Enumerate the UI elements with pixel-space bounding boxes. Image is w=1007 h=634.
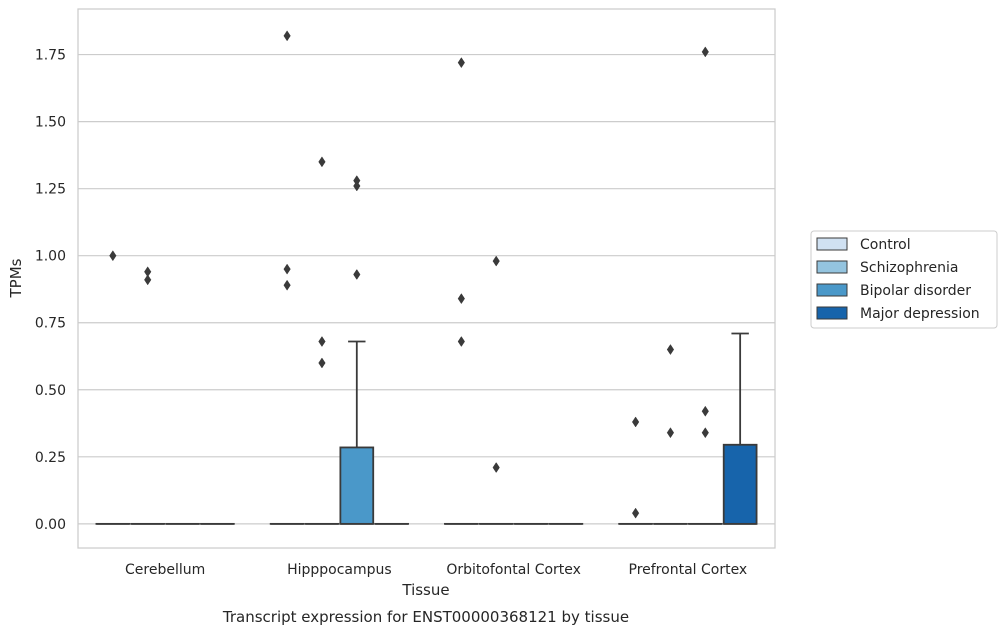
box-body (339, 446, 375, 525)
outlier-point (318, 156, 326, 168)
chart-caption: Transcript expression for ENST0000036812… (222, 608, 629, 626)
outlier-point (492, 462, 500, 474)
outlier-point (109, 250, 117, 262)
outlier-point (353, 175, 361, 187)
legend-swatch (816, 283, 848, 297)
legend-label: Bipolar disorder (860, 283, 971, 299)
x-axis-label: Tissue (401, 581, 449, 599)
outlier-point (457, 293, 465, 305)
gridlines (78, 53, 775, 525)
y-tick-labels: 0.00 0.25 0.50 0.75 1.00 1.25 1.50 1.75 (35, 48, 66, 533)
y-tick-label: 0.50 (35, 383, 66, 399)
x-tick-label: Prefrontal Cortex (629, 562, 748, 578)
legend: Control Schizophrenia Bipolar disorder Majo… (810, 230, 998, 329)
outlier-point (283, 30, 291, 42)
y-tick-label: 1.25 (35, 182, 66, 198)
legend-frame (810, 230, 998, 329)
y-axis-label: TPMs (7, 258, 25, 298)
y-tick-label: 1.00 (35, 249, 66, 265)
legend-label: Control (860, 237, 911, 253)
x-tick-label: Hipppocampus (287, 562, 392, 578)
outlier-point (318, 357, 326, 369)
outlier-point (457, 57, 465, 69)
x-tick-label: Orbitofontal Cortex (446, 562, 581, 578)
plot-frame (77, 8, 776, 549)
legend-swatch (816, 306, 848, 320)
y-tick-label: 1.50 (35, 115, 66, 131)
outlier-point (144, 274, 152, 286)
outlier-point (632, 416, 640, 428)
outlier-point (457, 336, 465, 347)
box-body (722, 443, 758, 525)
y-tick-label: 0.25 (35, 450, 66, 466)
outlier-point (632, 507, 640, 519)
y-tick-label: 0.75 (35, 316, 66, 332)
x-tick-labels: Cerebellum Hipppocampus Orbitofontal Corte… (125, 562, 747, 578)
outlier-point (701, 427, 709, 439)
legend-swatch (816, 260, 848, 274)
plot-marks (95, 30, 758, 525)
outlier-point (666, 344, 675, 356)
outlier-point (666, 427, 675, 439)
outlier-point (318, 336, 326, 347)
outlier-point (283, 279, 291, 291)
outlier-point (492, 255, 500, 267)
outlier-point (701, 405, 709, 417)
x-tick-label: Cerebellum (125, 562, 205, 578)
y-tick-label: 0.00 (35, 517, 66, 533)
legend-swatch (816, 237, 848, 251)
legend-label: Schizophrenia (860, 260, 958, 276)
y-tick-label: 1.75 (35, 48, 66, 64)
outlier-point (283, 263, 291, 275)
outlier-point (701, 46, 709, 58)
outlier-point (353, 269, 361, 280)
legend-label: Major depression (860, 306, 980, 322)
